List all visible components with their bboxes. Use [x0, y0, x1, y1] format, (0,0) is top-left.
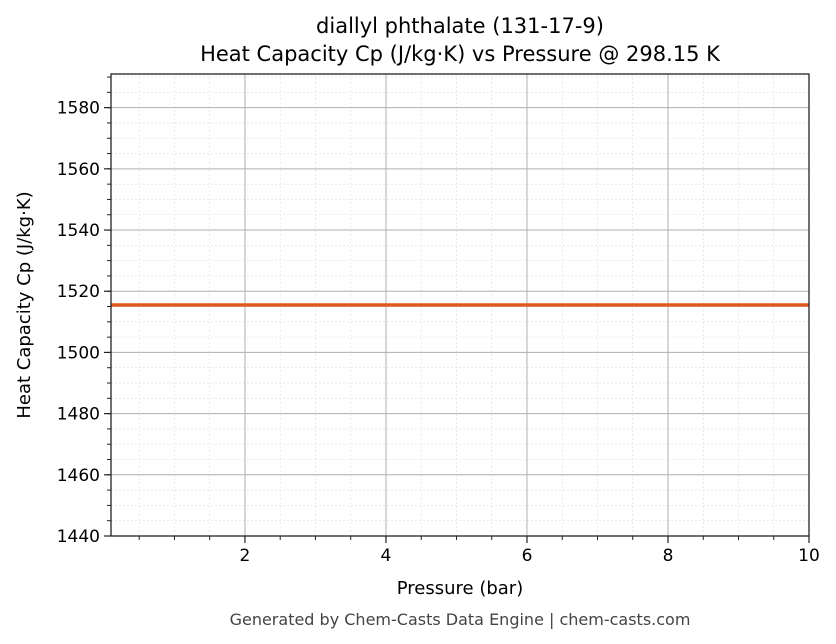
x-tick-label: 10 — [798, 546, 820, 566]
grid — [111, 74, 810, 537]
y-tick-label: 1500 — [57, 343, 100, 363]
y-tick-label: 1460 — [57, 466, 100, 486]
y-tick-label: 1560 — [57, 160, 100, 180]
y-tick-label: 1480 — [57, 405, 100, 425]
x-tick-label: 2 — [240, 546, 251, 566]
y-tick-label: 1440 — [57, 527, 100, 547]
ticks: 2 4 6 8 10 1440 1460 1480 1500 1520 1540 1560 1580 — [57, 76, 820, 566]
y-tick-label: 1540 — [57, 221, 100, 241]
chart-title: diallyl phthalate (131-17-9) — [316, 14, 604, 38]
x-tick-label: 6 — [522, 546, 533, 566]
x-axis-label: Pressure (bar) — [397, 578, 523, 599]
plot-frame — [110, 73, 810, 537]
y-tick-label: 1580 — [57, 99, 100, 119]
x-tick-label: 4 — [381, 546, 392, 566]
chart-subtitle: Heat Capacity Cp (J/kg·K) vs Pressure @ … — [200, 42, 721, 66]
y-axis-label: Heat Capacity Cp (J/kg·K) — [14, 191, 35, 418]
x-tick-label: 8 — [663, 546, 674, 566]
footer-credit: Generated by Chem-Casts Data Engine | ch… — [230, 610, 691, 629]
y-tick-label: 1520 — [57, 282, 100, 302]
